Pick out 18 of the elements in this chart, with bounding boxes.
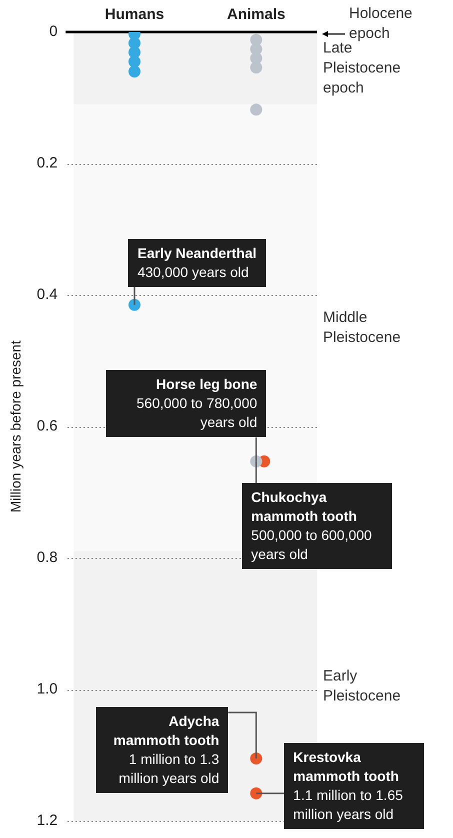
y-tick-label: 1.0 <box>36 680 58 698</box>
y-tick-label: 0.4 <box>36 286 58 304</box>
y-tick-label: 0.6 <box>36 418 58 435</box>
annotation: Krestovka mammoth tooth 1.1 million to 1.65 million years old <box>293 748 404 822</box>
annotation: Adycha mammoth tooth 1 million to 1.3 million years old <box>112 712 220 786</box>
annotation: Chukochya mammoth tooth 500,000 to 600,000 years old <box>251 488 373 562</box>
ref-line-label: Holocene epoch <box>349 5 412 42</box>
y-tick-label: 1.2 <box>36 812 58 830</box>
y-tick-label: 0 <box>49 23 58 40</box>
band-label: Early Pleistocene <box>323 667 401 704</box>
x-tick-label: Animals <box>226 6 286 24</box>
y-axis-title: Million years before present <box>7 340 24 512</box>
x-tick-label: Humans <box>104 6 164 24</box>
y-tick-label: 0.8 <box>36 549 58 566</box>
y-tick-label: 0.2 <box>36 154 58 172</box>
band-label: Middle Pleistocene <box>323 309 401 346</box>
annotation: Horse leg bone 560,000 to 780,000 years old <box>136 375 258 430</box>
annotation: Early Neanderthal 430,000 years old <box>137 244 257 280</box>
